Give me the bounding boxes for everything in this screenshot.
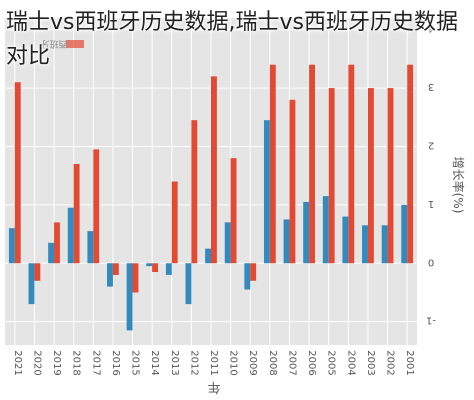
- bar-瑞士-2017: [87, 231, 94, 264]
- bar-西班牙-2001: [407, 64, 414, 264]
- bar-瑞士-2004: [342, 216, 349, 264]
- legend-label: 西班牙: [40, 38, 67, 50]
- page-title: 瑞士vs西班牙历史数据,瑞士vs西班牙历史数据对比: [6, 10, 458, 69]
- bar-瑞士-2010: [224, 222, 231, 264]
- bar-瑞士-2008: [263, 120, 270, 264]
- legend: 西班牙: [40, 38, 84, 50]
- x-tick-labels: 2021 2020 2019 2018 2017 2016 2015 2014 2013 2012…: [12, 350, 415, 375]
- bar-西班牙-2020: [34, 263, 41, 281]
- bar-西班牙-2010: [230, 158, 237, 264]
- x-tick-label: 2018: [71, 350, 82, 375]
- bar-瑞士-2001: [401, 204, 408, 264]
- bar-瑞士-2018: [67, 207, 74, 264]
- bar-瑞士-2007: [283, 219, 290, 264]
- y-tick-label: 0: [428, 256, 434, 267]
- bar-瑞士-2013: [165, 263, 172, 275]
- bar-西班牙-2007: [289, 99, 296, 264]
- x-tick-label: 2010: [228, 350, 239, 375]
- x-tick-label: 2014: [149, 350, 160, 375]
- x-tick-label: 2021: [12, 350, 23, 375]
- bar-瑞士-2012: [185, 263, 192, 305]
- bar-瑞士-2020: [28, 263, 35, 305]
- x-axis-label: 年: [207, 379, 220, 394]
- bar-西班牙-2011: [211, 76, 217, 264]
- bar-瑞士-2014: [146, 263, 153, 267]
- y-tick-label: -1: [426, 315, 436, 326]
- y-tick-labels: -1 0 1 2 3 4: [426, 23, 436, 326]
- bar-瑞士-2016: [107, 263, 113, 287]
- bar-瑞士-2002: [381, 225, 388, 264]
- bar-西班牙-2015: [132, 263, 139, 293]
- y-tick-label: 4: [428, 23, 434, 34]
- x-tick-label: 2017: [90, 350, 101, 375]
- bar-瑞士-2009: [244, 263, 251, 290]
- bar-瑞士-2019: [48, 242, 55, 264]
- bar-西班牙-2002: [387, 88, 394, 264]
- legend-swatch: [66, 40, 84, 48]
- bar-西班牙-2004: [348, 64, 355, 264]
- bar-西班牙-2017: [93, 149, 100, 264]
- x-tick-label: 2005: [326, 350, 337, 375]
- x-tick-label: 2013: [169, 350, 180, 375]
- x-tick-label: 2008: [267, 350, 278, 375]
- bar-西班牙-2019: [54, 222, 60, 264]
- bar-瑞士-2011: [205, 248, 211, 264]
- bar-西班牙-2006: [309, 64, 315, 264]
- x-tick-label: 2007: [286, 350, 297, 375]
- bar-西班牙-2016: [112, 263, 119, 275]
- bar-西班牙-2009: [250, 263, 257, 281]
- bar-西班牙-2021: [14, 82, 21, 264]
- x-tick-label: 2019: [51, 350, 62, 375]
- x-tick-label: 2006: [306, 350, 317, 375]
- x-tick-label: 2003: [365, 350, 376, 375]
- y-tick-label: 2: [428, 139, 434, 150]
- bar-西班牙-2008: [269, 64, 276, 264]
- x-tick-label: 2001: [404, 350, 415, 375]
- bar-西班牙-2018: [73, 163, 80, 264]
- x-tick-label: 2011: [208, 350, 219, 375]
- bar-瑞士-2021: [8, 228, 15, 264]
- bar-瑞士-2005: [322, 196, 329, 264]
- x-tick-label: 2016: [110, 350, 121, 375]
- y-axis-label: 增长率(%): [451, 157, 466, 214]
- bar-西班牙-2005: [328, 88, 335, 264]
- x-tick-label: 2015: [130, 350, 141, 375]
- bar-瑞士-2006: [303, 201, 310, 264]
- bar-瑞士-2015: [126, 263, 133, 331]
- x-tick-label: 2009: [247, 350, 258, 375]
- bar-西班牙-2014: [152, 263, 159, 273]
- x-tick-label: 2004: [345, 350, 356, 375]
- bar-西班牙-2012: [191, 120, 198, 264]
- y-tick-label: 3: [428, 81, 434, 92]
- bar-西班牙-2013: [171, 181, 178, 264]
- y-tick-label: 1: [428, 198, 434, 209]
- bar-瑞士-2003: [362, 225, 368, 264]
- bars: [8, 64, 414, 331]
- bar-西班牙-2003: [367, 88, 374, 264]
- x-tick-label: 2012: [188, 350, 199, 375]
- x-tick-label: 2002: [385, 350, 396, 375]
- x-tick-label: 2020: [31, 350, 42, 375]
